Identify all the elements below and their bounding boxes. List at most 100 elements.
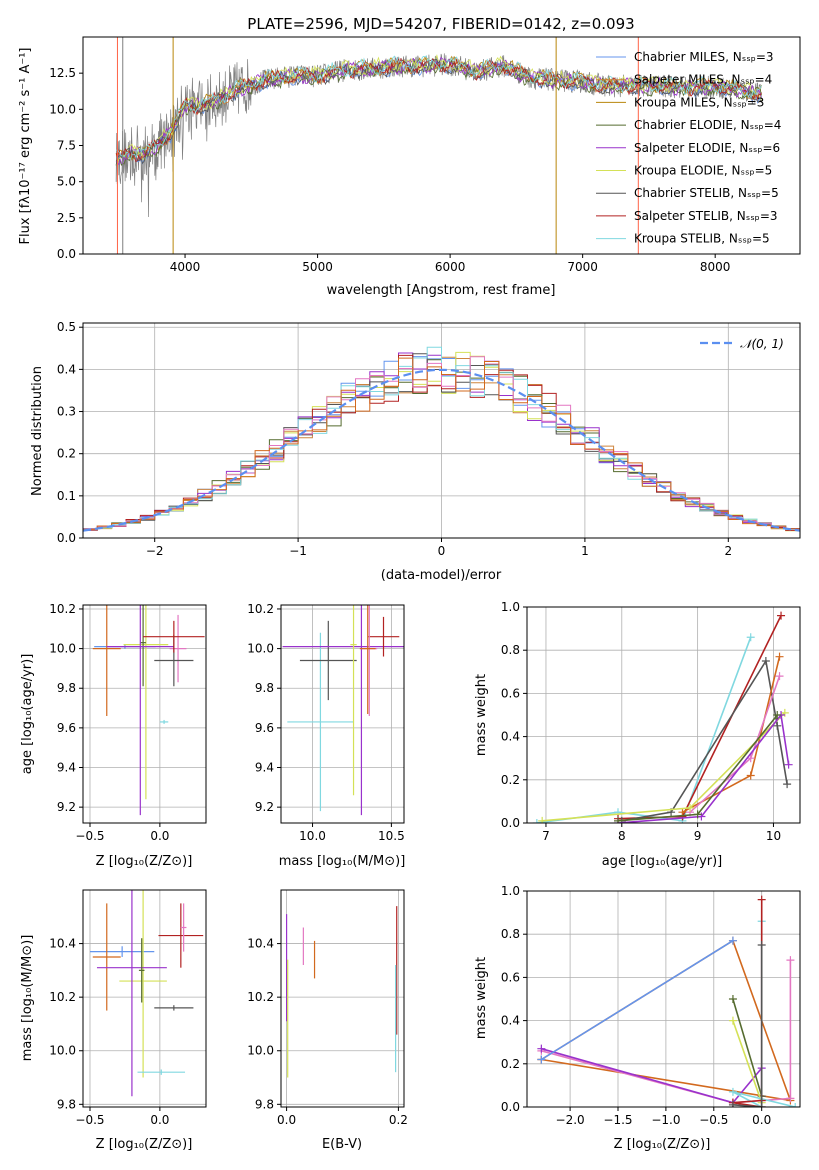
x-tick-label: 0.0 [150, 829, 169, 843]
x-tick-label: −0.5 [699, 1113, 728, 1127]
error-bar-point [140, 605, 146, 687]
y-tick-label: 0.2 [57, 447, 76, 461]
weight-line [732, 921, 796, 1107]
x-tick-label: −1.5 [603, 1113, 632, 1127]
y-tick-label: 0.2 [501, 773, 520, 787]
weight-series [728, 941, 766, 1107]
weight-series [614, 611, 786, 823]
y-tick-label: 10.2 [247, 990, 274, 1004]
y-tick-label: 0.2 [501, 1057, 520, 1071]
error-bar-point [92, 605, 121, 716]
residual-xlabel: (data-model)/error [381, 568, 502, 583]
y-tick-label: 9.8 [255, 681, 274, 695]
x-tick-label: −2.0 [556, 1113, 585, 1127]
model-spectrum-kroupa-stelib [115, 55, 762, 160]
weight-marker [728, 1016, 737, 1025]
y-tick-label: 0.0 [501, 1100, 520, 1114]
y-tick-label: 10.0 [247, 1044, 274, 1058]
weight-marker [686, 803, 695, 812]
x-tick-label: −0.5 [75, 1113, 104, 1127]
weight-line [732, 998, 763, 1097]
grid-group [527, 890, 800, 1108]
y-tick-label: 10.4 [49, 937, 76, 951]
x-tick-label: 0.0 [277, 1113, 296, 1127]
y-tick-label: 0.0 [57, 531, 76, 545]
plot-area [89, 890, 204, 1097]
y-tick-label: 2.5 [57, 211, 76, 225]
y-tick-label: 12.5 [49, 66, 76, 80]
error-bar-point [287, 632, 354, 812]
y-tick-label: 9.2 [255, 800, 274, 814]
weight-line [617, 615, 782, 820]
y-tick-label: 9.2 [57, 800, 76, 814]
weight-marker [693, 810, 702, 819]
y-tick-label: 9.8 [255, 1097, 274, 1111]
legend-label: Chabrier ELODIE, Nₛₛₚ=4 [634, 118, 781, 132]
weight-line [541, 1047, 763, 1104]
x-tick-label: 10 [766, 829, 781, 843]
mass-vs-ebv-panel: 0.0 0.2 9.8 10.0 10.2 10.4 E(B-V) [247, 889, 408, 1152]
weight-marker [761, 657, 770, 665]
grid-group [83, 605, 206, 823]
weight-marker [773, 711, 782, 719]
x-tick-label: 6000 [435, 260, 466, 274]
legend-label: 𝒩(0, 1) [740, 337, 784, 351]
error-bar-point [89, 946, 155, 957]
axes-frame [82, 322, 801, 539]
error-bar-point [282, 605, 404, 816]
y-tick-label: 0.3 [57, 405, 76, 419]
weight-line [732, 899, 763, 1107]
weight-line [732, 1020, 763, 1103]
mass-vs-z-xlabel: Z [log₁₀(Z/Z⊙)] [96, 1137, 193, 1152]
y-tick-label: 10.2 [49, 602, 76, 616]
legend-label: Kroupa STELIB, Nₛₛₚ=5 [634, 232, 770, 246]
x-tick-label: −0.5 [75, 829, 104, 843]
weight-line [689, 675, 781, 813]
spectrum-title: PLATE=2596, MJD=54207, FIBERID=0142, z=0… [247, 15, 634, 33]
weight-series [537, 936, 737, 1064]
error-bar-point [137, 1069, 186, 1075]
plot-area [115, 37, 762, 254]
y-tick-label: 9.4 [57, 761, 76, 775]
x-tick-label: 8 [618, 829, 626, 843]
x-tick-label: −1.0 [651, 1113, 680, 1127]
axes-frame [526, 890, 801, 1108]
grid-group [281, 605, 404, 823]
age-vs-z-ylabel: age [log₁₀(age/yr)] [20, 654, 35, 775]
error-bar-point [359, 605, 376, 714]
mass-vs-ebv-xlabel: E(B-V) [322, 1137, 362, 1152]
residual-panel: −2 −1 0 1 2 0.0 0.1 0.2 0.3 0.4 0.5 𝒩(0, 1) (data-m… [30, 320, 801, 583]
x-tick-label: 1 [581, 544, 589, 558]
y-tick-label: 5.0 [57, 175, 76, 189]
weight-marker [757, 941, 766, 949]
error-bar-point [143, 620, 205, 653]
plot-area [83, 346, 800, 532]
weight-marker [728, 1100, 737, 1107]
age-vs-mass-xlabel: mass [log₁₀(M/M⊙)] [279, 854, 406, 869]
y-tick-label: 7.5 [57, 139, 76, 153]
weight-line [542, 712, 786, 822]
weight-series [532, 633, 755, 823]
legend-label: Salpeter MILES, Nₛₛₚ=4 [634, 73, 772, 87]
error-bar-point [123, 605, 169, 800]
y-tick-label: 0.0 [501, 816, 520, 830]
y-tick-label: 9.8 [57, 1097, 76, 1111]
x-tick-label: 2 [724, 544, 732, 558]
weight-marker [786, 956, 795, 965]
error-bar-point [367, 616, 400, 657]
error-bar-point [154, 1005, 194, 1011]
y-tick-label: 10.0 [49, 642, 76, 656]
y-tick-label: 0.4 [57, 362, 76, 376]
weight-line [617, 713, 790, 823]
weight-series [617, 657, 792, 823]
axes-frame [82, 889, 207, 1108]
weight-marker [783, 780, 792, 789]
grid-group [527, 606, 800, 824]
axes-frame [82, 604, 207, 824]
legend-label: Chabrier STELIB, Nₛₛₚ=5 [634, 186, 779, 200]
weight-marker [728, 936, 737, 945]
grid-group [281, 890, 404, 1107]
y-tick-label: 10.2 [49, 990, 76, 1004]
error-bar-point [158, 903, 204, 968]
